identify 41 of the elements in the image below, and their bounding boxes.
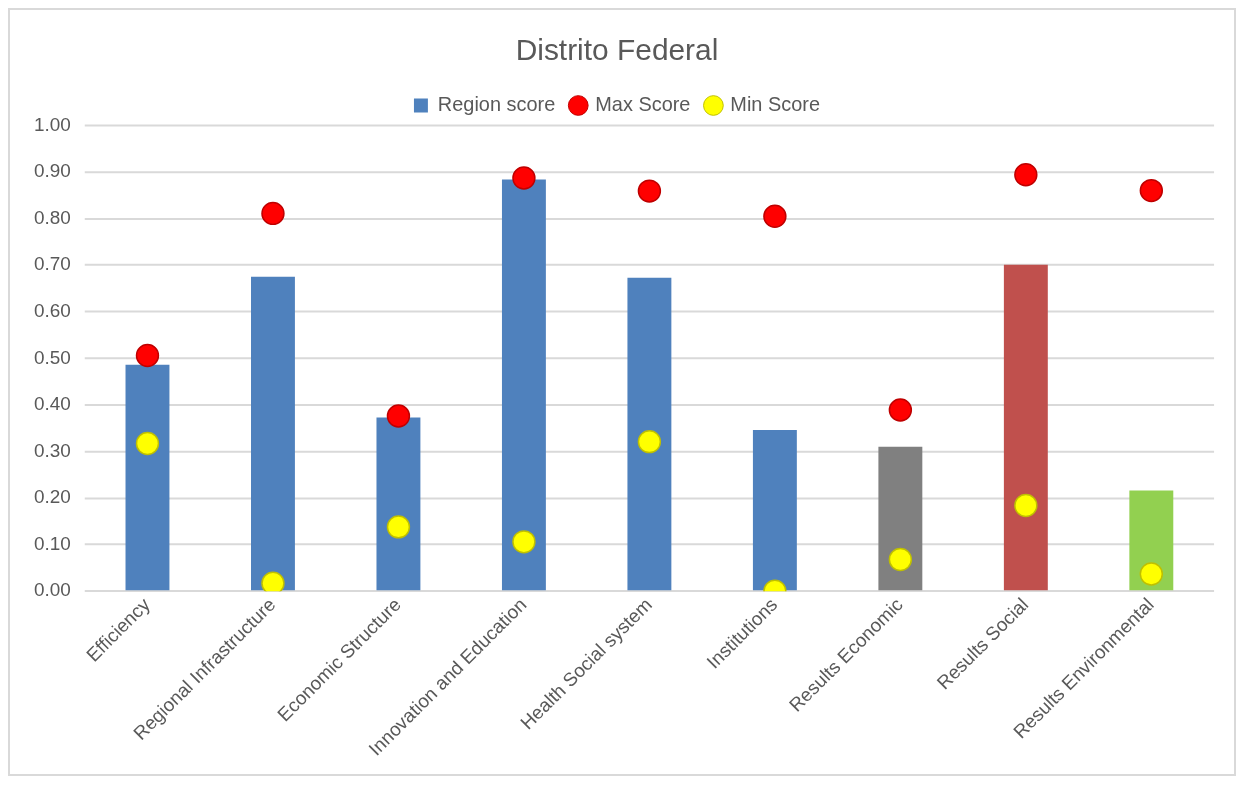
- point: [637, 179, 662, 203]
- legend-label: Min Score: [730, 93, 821, 115]
- bar: [1129, 490, 1174, 591]
- point: [1139, 562, 1164, 586]
- bar: [627, 277, 672, 591]
- y-tick-label: 0.60: [33, 299, 71, 321]
- point: [888, 547, 913, 572]
- bar: [125, 364, 170, 591]
- y-tick-label: 0.70: [33, 253, 71, 275]
- legend-label: Region score: [437, 93, 556, 115]
- point: [135, 431, 160, 456]
- point: [888, 398, 913, 422]
- bar: [752, 430, 797, 591]
- point: [763, 204, 787, 228]
- point: [261, 201, 285, 226]
- point: [386, 515, 411, 539]
- point: [1014, 163, 1038, 187]
- y-tick-label: 0.30: [33, 439, 71, 461]
- y-tick-label: 1.00: [33, 113, 71, 135]
- y-tick-label: 0.50: [33, 346, 71, 368]
- point: [1139, 178, 1164, 203]
- point: [261, 571, 285, 592]
- y-tick-label: 0.20: [33, 486, 71, 508]
- point: [135, 343, 160, 368]
- y-tick-label: 0.80: [33, 206, 71, 228]
- y-tick-label: 0.90: [33, 160, 71, 182]
- point: [386, 404, 411, 428]
- chart-title: Distrito Federal: [515, 33, 719, 66]
- point: [1014, 493, 1038, 518]
- bar: [376, 417, 421, 591]
- legend-label: Max Score: [595, 93, 691, 115]
- bar: [501, 179, 546, 591]
- y-tick-label: 0.00: [33, 579, 71, 601]
- point: [512, 166, 536, 190]
- bar: [878, 446, 923, 591]
- point: [512, 530, 536, 554]
- bar: [251, 276, 295, 591]
- bar: [1003, 264, 1048, 591]
- y-tick-label: 0.10: [33, 532, 71, 554]
- point: [637, 429, 662, 454]
- y-tick-label: 0.40: [33, 393, 71, 415]
